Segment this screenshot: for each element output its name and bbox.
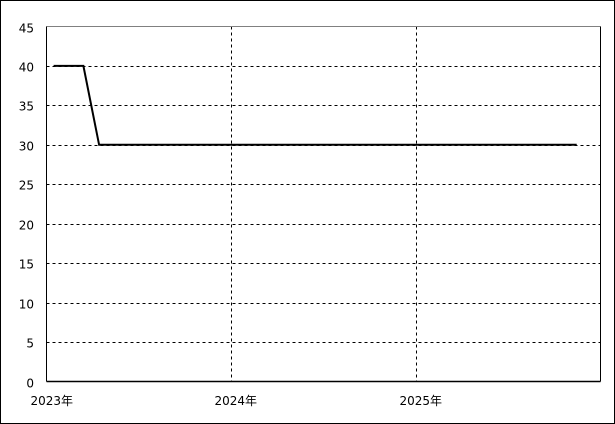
x-tick-label: 2025年	[400, 394, 443, 408]
x-tick-label: 2023年	[31, 394, 74, 408]
y-tick-label: 10	[19, 298, 34, 312]
x-tick-label: 2024年	[215, 394, 258, 408]
y-tick-label: 35	[19, 100, 34, 114]
y-tick-label: 5	[26, 337, 34, 351]
series-line	[53, 64, 577, 146]
y-tick-label: 45	[19, 22, 34, 36]
y-tick-label: 20	[19, 219, 34, 233]
y-tick-label: 15	[19, 258, 34, 272]
y-tick-label: 30	[19, 140, 34, 154]
y-tick-label: 25	[19, 179, 34, 193]
y-tick-label: 40	[19, 61, 34, 75]
y-tick-label: 0	[26, 377, 34, 391]
